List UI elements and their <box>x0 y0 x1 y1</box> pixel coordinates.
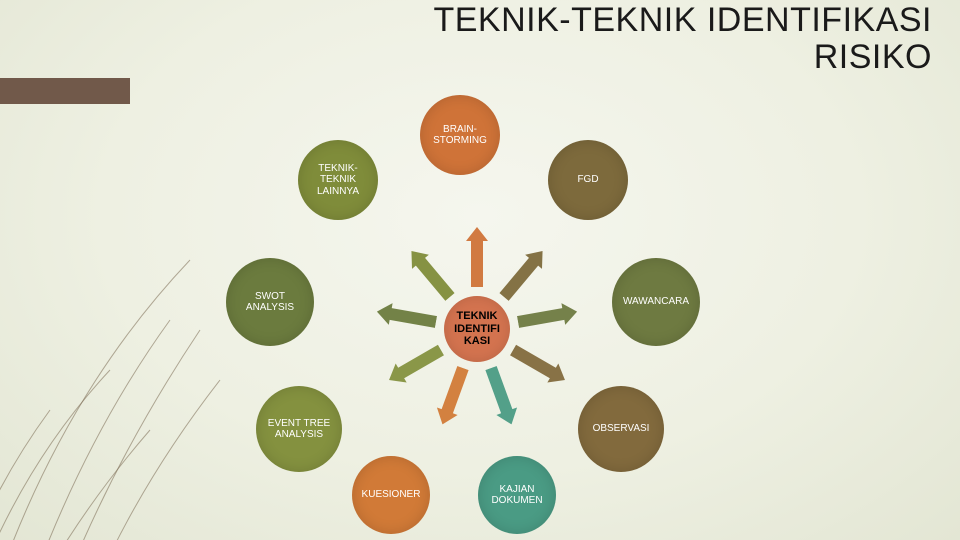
slide-title: TEKNIK-TEKNIK IDENTIFIKASI RISIKO <box>433 2 932 77</box>
spoke-arrow <box>383 340 446 389</box>
node-label: KUESIONER <box>362 489 421 501</box>
spoke-arrow <box>496 244 551 304</box>
node-label: OBSERVASI <box>593 423 650 435</box>
center-node: TEKNIKIDENTIFIKASI <box>444 296 510 362</box>
node-wawancara: WAWANCARA <box>612 258 700 346</box>
node-kuesioner: KUESIONER <box>352 456 430 534</box>
grass-decoration <box>0 200 390 540</box>
node-kajian: KAJIANDOKUMEN <box>478 456 556 534</box>
center-label: TEKNIKIDENTIFIKASI <box>454 310 500 348</box>
node-label: KAJIANDOKUMEN <box>491 484 542 507</box>
spoke-arrow <box>508 340 571 389</box>
node-label: WAWANCARA <box>623 296 689 308</box>
node-eventtree: EVENT TREEANALYSIS <box>256 386 342 472</box>
spoke-arrow <box>516 300 579 332</box>
node-label: SWOTANALYSIS <box>246 291 294 314</box>
title-line-1: TEKNIK-TEKNIK IDENTIFIKASI <box>433 1 932 39</box>
node-lainnya: TEKNIK-TEKNIKLAINNYA <box>298 140 378 220</box>
node-observasi: OBSERVASI <box>578 386 664 472</box>
node-label: BRAIN-STORMING <box>433 124 487 147</box>
spoke-arrow <box>403 244 458 304</box>
accent-bar <box>0 78 130 104</box>
slide: TEKNIK-TEKNIK IDENTIFIKASI RISIKO BRAIN-… <box>0 0 960 540</box>
spoke-arrow <box>481 365 522 429</box>
node-swot: SWOTANALYSIS <box>226 258 314 346</box>
spoke-arrow <box>432 365 473 429</box>
title-line-2: RISIKO <box>814 38 932 76</box>
node-brainstorming: BRAIN-STORMING <box>420 95 500 175</box>
spoke-arrow <box>375 300 438 332</box>
spoke-arrow <box>466 227 488 287</box>
node-label: TEKNIK-TEKNIKLAINNYA <box>317 163 359 198</box>
node-fgd: FGD <box>548 140 628 220</box>
node-label: EVENT TREEANALYSIS <box>268 418 330 441</box>
node-label: FGD <box>577 174 598 186</box>
